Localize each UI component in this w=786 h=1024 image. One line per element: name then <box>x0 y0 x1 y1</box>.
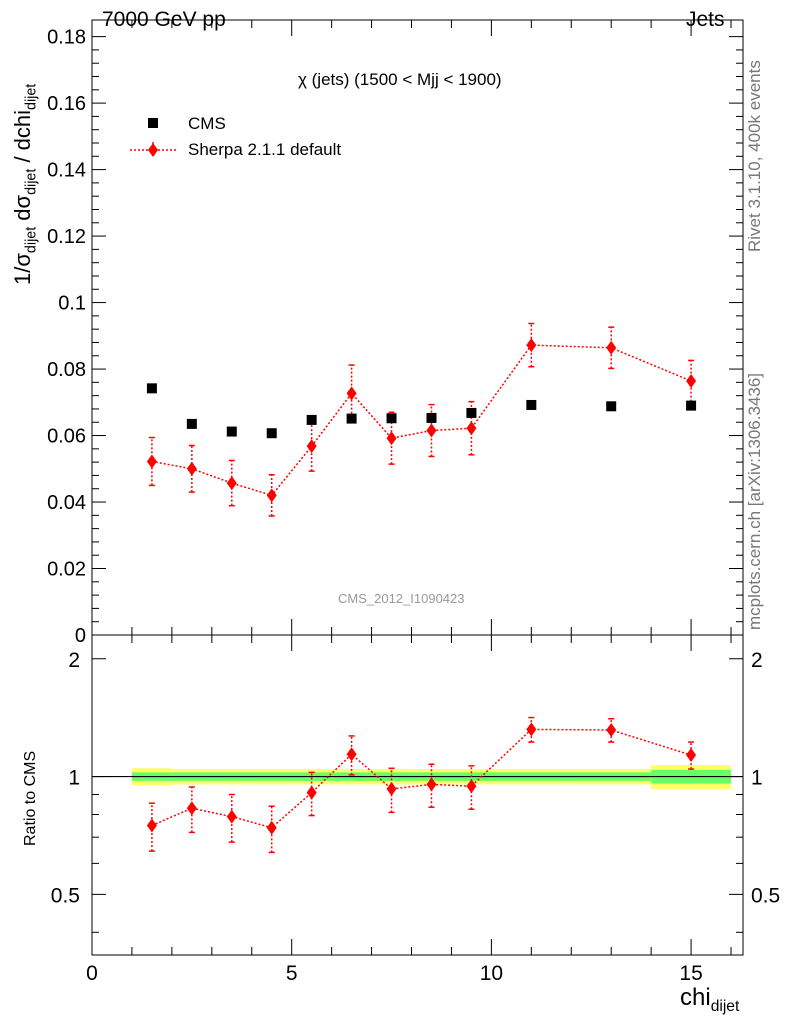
ratio-mc-point <box>466 779 477 794</box>
data-point <box>386 413 397 424</box>
legend-mc-marker <box>148 143 158 157</box>
main-y-tick-label: 0.02 <box>47 559 86 581</box>
main-panel: 0 0.02 0.04 0.06 0.08 0.1 0.12 0.14 0.16 0.18 <box>47 19 744 647</box>
plot-title: χ (jets) (1500 < Mjj < 1900) <box>298 70 502 89</box>
ratio-mc-point <box>606 723 617 738</box>
mc-point <box>386 431 397 446</box>
legend-data-marker <box>148 118 158 128</box>
ratio-mc-point <box>346 747 357 762</box>
mc-point <box>606 340 617 355</box>
header-right: Jets <box>686 8 725 31</box>
mc-point <box>346 386 357 401</box>
ratio-mc-point <box>386 781 397 796</box>
ratio-panel: 0.5 0.5 1 1 2 2 0 5 10 15 <box>51 634 780 985</box>
analysis-tag: CMS_2012_I1090423 <box>338 591 465 606</box>
legend-mc-label: Sherpa 2.1.1 default <box>188 140 342 159</box>
x-axis-label: chidijet <box>680 984 740 1015</box>
main-y-tick-label: 0.04 <box>47 492 86 514</box>
main-y-tick-label: 0.1 <box>58 293 86 315</box>
ratio-mc-point <box>686 748 697 763</box>
ratio-y-tick-label: 0.5 <box>51 884 80 907</box>
x-tick-label: 10 <box>480 962 503 985</box>
data-point <box>226 426 237 437</box>
data-point <box>606 401 617 412</box>
main-y-tick-label: 0.12 <box>47 226 86 248</box>
side-text-mcplots: mcplots.cern.ch [arXiv:1306.3436] <box>745 372 764 630</box>
mc-series-line <box>151 344 692 497</box>
ratio-mc-point <box>306 785 317 800</box>
ratio-mc-point <box>526 722 537 737</box>
main-y-tick-label: 0.14 <box>47 160 86 182</box>
ratio-mc-line <box>151 728 692 829</box>
x-tick-label: 0 <box>86 962 98 985</box>
x-tick-label: 15 <box>679 962 702 985</box>
data-point <box>146 383 157 394</box>
mc-point <box>226 476 237 491</box>
data-point <box>466 407 477 418</box>
main-y-axis-label: 1/σdijet dσdijet / dchidijet <box>10 83 40 285</box>
ratio-mc-point <box>266 820 277 835</box>
data-point <box>426 412 437 423</box>
main-y-tick-label: 0.08 <box>47 359 86 381</box>
mc-point <box>186 461 197 476</box>
data-point <box>266 428 277 439</box>
main-y-tick-label: 0.16 <box>47 93 86 115</box>
data-point <box>306 414 317 425</box>
main-y-tick-label: 0.18 <box>47 27 86 49</box>
mc-point <box>466 421 477 436</box>
legend-data-label: CMS <box>188 114 226 133</box>
mc-point <box>686 374 697 389</box>
ratio-y-tick-label-right: 1 <box>751 767 763 790</box>
side-text-rivet: Rivet 3.1.10, 400k events <box>745 60 764 252</box>
ratio-y-tick-label-right: 2 <box>751 649 763 672</box>
main-y-tick-label: 0 <box>75 625 86 647</box>
main-y-tick-label: 0.06 <box>47 426 86 448</box>
mc-point <box>526 338 537 353</box>
header-left: 7000 GeV pp <box>102 8 226 31</box>
ratio-mc-point <box>426 777 437 792</box>
ratio-y-tick-label: 1 <box>68 767 80 790</box>
mc-point <box>266 488 277 503</box>
ratio-mc-point <box>186 801 197 816</box>
data-point <box>186 418 197 429</box>
ratio-y-tick-label-right: 0.5 <box>751 884 780 907</box>
data-point <box>346 413 357 424</box>
ratio-y-axis-label: Ratio to CMS <box>22 750 39 846</box>
mc-point <box>146 454 157 469</box>
ratio-mc-point <box>146 818 157 833</box>
main-frame <box>91 19 744 636</box>
ratio-y-tick-label: 2 <box>68 649 80 672</box>
mc-point <box>426 423 437 438</box>
data-point <box>686 400 697 411</box>
mc-point <box>306 439 317 454</box>
ratio-mc-point <box>226 809 237 824</box>
x-tick-label: 5 <box>286 962 298 985</box>
ratio-frame <box>91 634 744 956</box>
data-point <box>526 399 537 410</box>
